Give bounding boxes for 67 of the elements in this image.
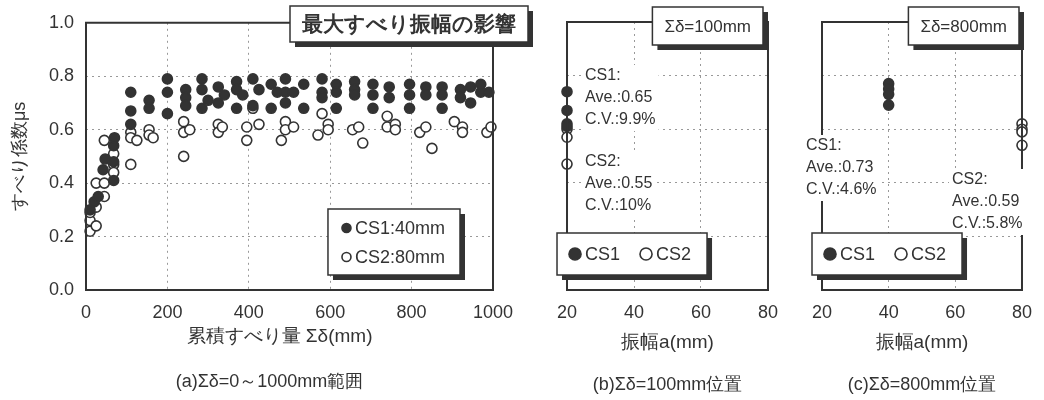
point <box>882 99 895 111</box>
x-tick-label: 40 <box>878 301 899 322</box>
point <box>316 107 328 120</box>
x-tick-label: 60 <box>945 301 966 322</box>
point <box>131 134 143 147</box>
x-tick-label: 60 <box>690 301 712 322</box>
point <box>352 121 365 133</box>
x-axis-title: 振幅a(mm) <box>875 331 969 353</box>
x-tick-label: 80 <box>757 301 778 322</box>
chart-title: 最大すべり振幅の影響 <box>301 11 516 36</box>
point <box>98 134 111 147</box>
y-tick-label: 0.0 <box>48 278 74 299</box>
point <box>177 115 190 128</box>
x-tick-label: 400 <box>233 301 264 322</box>
point <box>240 134 253 147</box>
annotation: CS2: Ave.:0.59 C.V.:5.8% <box>952 170 1023 232</box>
x-tick-label: 800 <box>396 301 427 322</box>
point <box>253 118 265 131</box>
text: (b)Σδ=100mm位置 <box>592 373 743 394</box>
legend-label: CS2:80mm <box>354 246 445 267</box>
legend-label: CS2 <box>656 243 692 264</box>
point <box>183 123 196 136</box>
y-tick-label: 0.6 <box>48 118 74 139</box>
point <box>426 142 438 155</box>
point <box>275 134 288 147</box>
chart-title: Σδ=100mm <box>664 16 751 36</box>
point <box>312 129 324 141</box>
y-axis-title: すべり係数μs <box>8 101 29 212</box>
point <box>381 110 393 123</box>
annotation: CS1: Ave.:0.65 C.V.:9.9% <box>585 66 656 128</box>
point <box>456 126 469 139</box>
legend-label: CS1 <box>840 243 876 264</box>
point <box>98 177 111 189</box>
point <box>448 115 461 128</box>
y-tick-label: 0.4 <box>48 172 74 193</box>
point <box>177 150 190 163</box>
point <box>420 121 432 133</box>
point <box>322 123 334 136</box>
text: (c)Σδ=800mm位置 <box>847 373 997 394</box>
legend-label: CS1:40mm <box>354 217 445 238</box>
point <box>216 121 229 133</box>
point <box>90 220 102 232</box>
y-tick-label: 0.2 <box>48 225 74 246</box>
x-tick-label: 20 <box>557 301 578 322</box>
legend-label: CS1 <box>585 243 621 264</box>
annotation: CS2: Ave.:0.55 C.V.:10% <box>585 152 653 214</box>
x-tick-label: 40 <box>623 301 645 322</box>
text: (a)Σδ=0～1000mm範囲 <box>175 370 364 391</box>
chart-title: Σδ=800mm <box>920 16 1007 36</box>
x-axis-title: 振幅a(mm) <box>621 331 714 353</box>
annotation: CS1: Ave.:0.73 C.V.:4.6% <box>806 136 877 198</box>
x-tick-label: 600 <box>315 301 346 322</box>
x-tick-label: 0 <box>80 301 92 322</box>
point <box>147 131 159 144</box>
y-tick-label: 0.8 <box>48 65 74 86</box>
x-tick-label: 200 <box>152 301 183 322</box>
y-tick-label: 1.0 <box>48 11 74 32</box>
point <box>240 121 253 133</box>
x-tick-label: 20 <box>811 301 833 322</box>
point <box>287 121 300 133</box>
point <box>356 137 369 149</box>
legend-label: CS2 <box>911 243 947 264</box>
x-tick-label: 1000 <box>472 301 514 322</box>
x-axis-title: 累積すべり量 Σδ(mm) <box>186 325 373 347</box>
point <box>124 158 137 171</box>
point <box>389 123 402 136</box>
x-tick-label: 80 <box>1011 301 1032 322</box>
